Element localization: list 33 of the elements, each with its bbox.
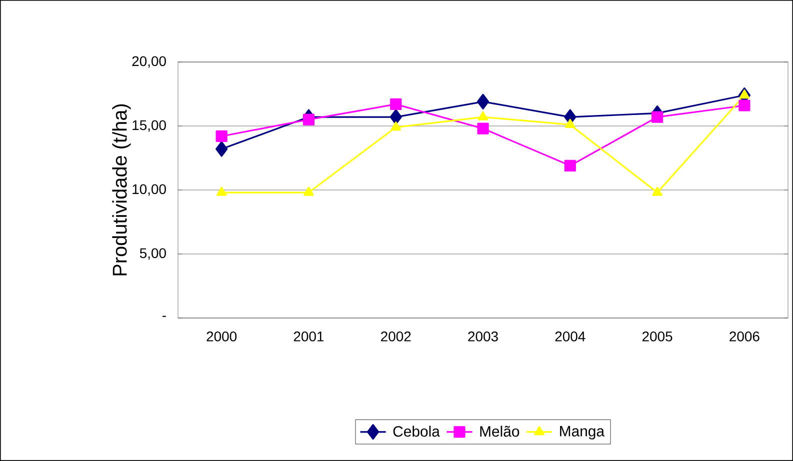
point: [478, 111, 488, 120]
point: [216, 186, 227, 196]
x-tick-label: 2005: [642, 331, 672, 342]
y-tick-label: 15,00: [132, 120, 166, 132]
point: [476, 94, 490, 110]
legend-label: Melão: [480, 426, 520, 437]
point: [739, 89, 750, 99]
point: [216, 130, 228, 142]
point: [652, 186, 662, 196]
x-tick-label: 2001: [294, 331, 324, 342]
x-tick-label: 2002: [381, 331, 411, 342]
point: [564, 160, 576, 172]
point: [651, 111, 664, 123]
x-tick-label: 2004: [555, 331, 586, 342]
point: [302, 114, 315, 126]
y-tick-label: 20,00: [132, 56, 166, 68]
y-tick-label: 10,00: [132, 184, 166, 196]
legend-label: Manga: [560, 426, 605, 440]
point: [216, 141, 228, 157]
y-tick-label: 5,00: [140, 248, 166, 260]
x-tick-label: 2006: [730, 331, 760, 342]
point: [738, 100, 750, 112]
point: [477, 122, 489, 134]
y-tick-label: -: [162, 316, 166, 317]
x-tick-label: 2003: [468, 331, 498, 342]
point: [565, 118, 576, 128]
x-tick-label: 2000: [206, 331, 237, 342]
legend-label: Cebola: [393, 426, 440, 437]
y-axis-title: Produtividade (t/ha): [112, 104, 131, 276]
point: [390, 98, 402, 110]
point: [390, 121, 401, 131]
point: [304, 186, 314, 196]
point: [390, 109, 402, 125]
